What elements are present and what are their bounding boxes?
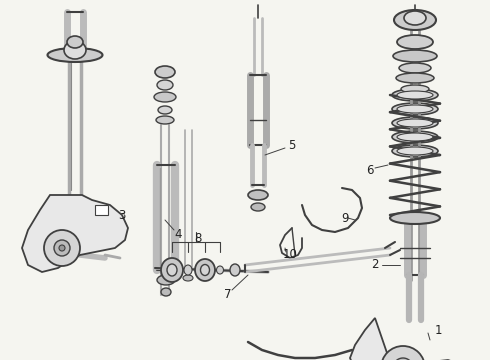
Circle shape — [54, 240, 70, 256]
Text: 2: 2 — [371, 258, 379, 271]
Text: 4: 4 — [174, 229, 182, 242]
Text: 9: 9 — [341, 212, 349, 225]
Text: 3: 3 — [118, 208, 126, 221]
Ellipse shape — [154, 92, 176, 102]
Ellipse shape — [396, 73, 434, 83]
Ellipse shape — [156, 116, 174, 124]
Circle shape — [44, 230, 80, 266]
Polygon shape — [22, 195, 128, 272]
Ellipse shape — [401, 85, 429, 93]
Ellipse shape — [195, 259, 215, 281]
Ellipse shape — [230, 264, 240, 276]
Ellipse shape — [157, 80, 173, 90]
Text: 1: 1 — [434, 324, 442, 337]
Ellipse shape — [392, 103, 438, 115]
Ellipse shape — [167, 264, 177, 276]
Ellipse shape — [392, 131, 438, 143]
Text: 5: 5 — [288, 139, 295, 152]
Ellipse shape — [390, 212, 440, 224]
Ellipse shape — [393, 50, 437, 62]
Ellipse shape — [161, 258, 183, 282]
Ellipse shape — [397, 35, 433, 49]
Ellipse shape — [48, 48, 102, 62]
Ellipse shape — [399, 63, 431, 73]
Ellipse shape — [200, 265, 210, 275]
Ellipse shape — [394, 10, 436, 30]
Circle shape — [381, 346, 425, 360]
Circle shape — [393, 358, 413, 360]
Ellipse shape — [248, 190, 268, 200]
Text: 6: 6 — [366, 163, 374, 176]
Ellipse shape — [392, 89, 438, 101]
Ellipse shape — [158, 106, 172, 114]
Polygon shape — [350, 318, 470, 360]
Text: 7: 7 — [224, 288, 232, 302]
Ellipse shape — [397, 119, 433, 127]
Ellipse shape — [184, 265, 192, 275]
Text: 8: 8 — [195, 231, 202, 244]
Polygon shape — [95, 205, 108, 215]
Ellipse shape — [217, 266, 223, 274]
Ellipse shape — [397, 147, 433, 155]
Ellipse shape — [397, 91, 433, 99]
Ellipse shape — [392, 145, 438, 157]
Ellipse shape — [251, 203, 265, 211]
Ellipse shape — [64, 41, 86, 59]
Circle shape — [59, 245, 65, 251]
Ellipse shape — [397, 133, 433, 141]
Ellipse shape — [183, 275, 193, 281]
Ellipse shape — [67, 36, 83, 48]
Ellipse shape — [404, 11, 426, 25]
Text: 10: 10 — [283, 248, 297, 261]
Ellipse shape — [161, 288, 171, 296]
Ellipse shape — [155, 66, 175, 78]
Ellipse shape — [397, 105, 433, 113]
Ellipse shape — [392, 117, 438, 129]
Ellipse shape — [157, 275, 175, 285]
